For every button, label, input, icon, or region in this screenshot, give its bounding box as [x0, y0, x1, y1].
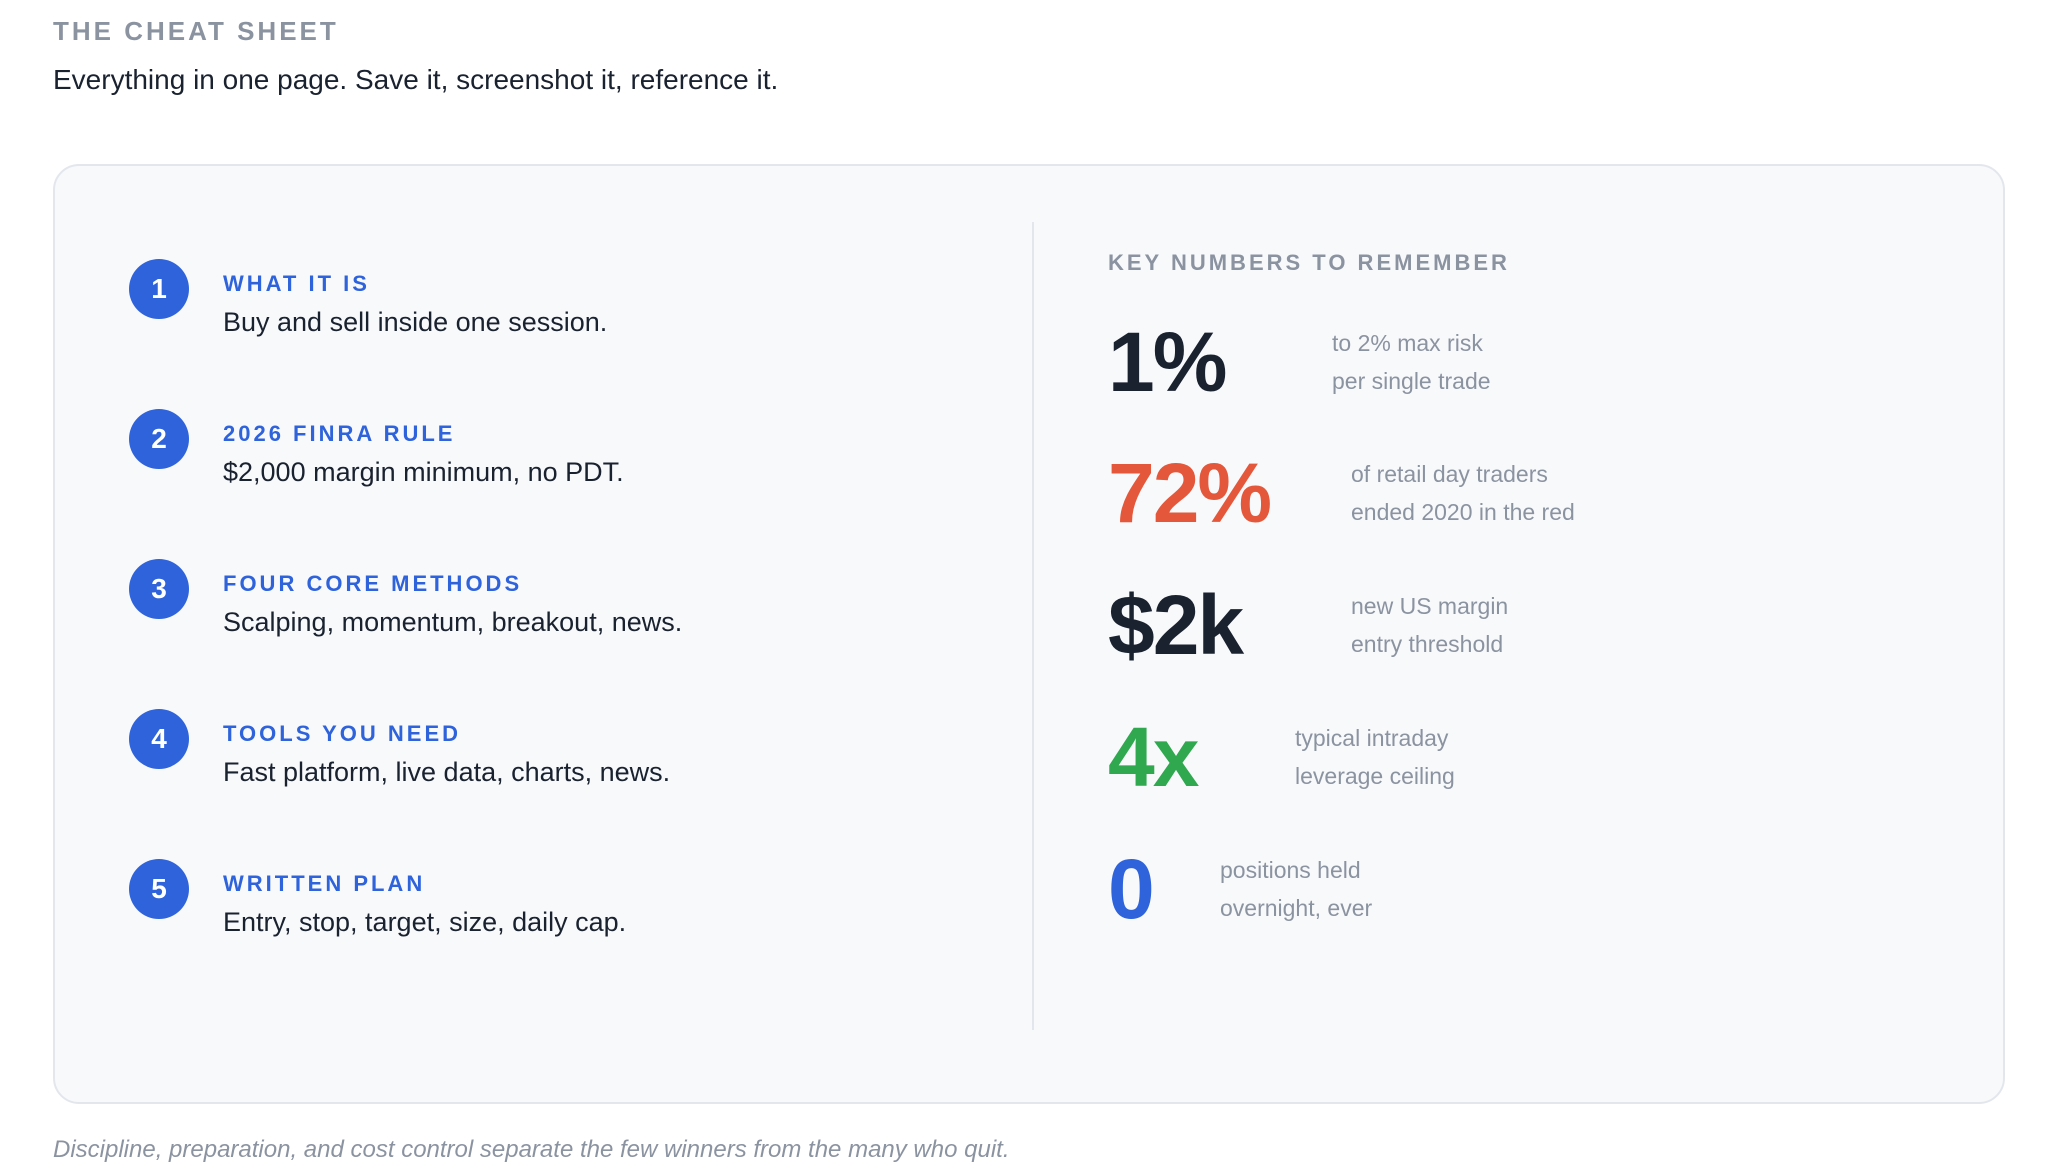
stat-label-line: to 2% max risk [1332, 330, 1483, 356]
stat-label: positions held overnight, ever [1220, 851, 1372, 927]
step-description: Fast platform, live data, charts, news. [223, 757, 671, 787]
step-title: TOOLS YOU NEED [223, 721, 462, 746]
stat-value: $2k [1108, 578, 1244, 672]
stat-label-line: per single trade [1332, 368, 1491, 394]
step-title: 2026 FINRA RULE [223, 421, 456, 446]
step-description: $2,000 margin minimum, no PDT. [223, 457, 624, 487]
key-numbers-heading: KEY NUMBERS TO REMEMBER [1108, 250, 1510, 275]
step-item-4: 4 TOOLS YOU NEED Fast platform, live dat… [129, 709, 989, 799]
step-number-badge: 5 [129, 859, 189, 919]
step-title: WHAT IT IS [223, 271, 370, 296]
stat-label-line: of retail day traders [1351, 461, 1548, 487]
stat-risk: 1% to 2% max risk per single trade [1108, 317, 1491, 407]
stat-label-line: typical intraday [1295, 725, 1449, 751]
stat-label-line: new US margin [1351, 593, 1509, 619]
stat-label: to 2% max risk per single trade [1332, 324, 1491, 400]
step-description: Buy and sell inside one session. [223, 307, 608, 337]
stat-overnight: 0 positions held overnight, ever [1108, 844, 1372, 934]
stat-retail-losers: 72% of retail day traders ended 2020 in … [1108, 448, 1575, 538]
step-title: FOUR CORE METHODS [223, 571, 523, 596]
step-item-3: 3 FOUR CORE METHODS Scalping, momentum, … [129, 559, 989, 649]
step-item-1: 1 WHAT IT IS Buy and sell inside one ses… [129, 259, 989, 349]
step-item-2: 2 2026 FINRA RULE $2,000 margin minimum,… [129, 409, 989, 499]
page-intro: Everything in one page. Save it, screens… [53, 64, 779, 95]
cheat-sheet-card: 1 WHAT IT IS Buy and sell inside one ses… [53, 164, 2005, 1104]
stat-value: 0 [1108, 842, 1155, 936]
step-item-5: 5 WRITTEN PLAN Entry, stop, target, size… [129, 859, 989, 949]
column-divider [1032, 222, 1034, 1030]
footer-note: Discipline, preparation, and cost contro… [53, 1136, 1010, 1163]
step-number-badge: 1 [129, 259, 189, 319]
step-title: WRITTEN PLAN [223, 871, 426, 896]
stat-label: typical intraday leverage ceiling [1295, 719, 1455, 795]
step-number-badge: 2 [129, 409, 189, 469]
page-eyebrow: THE CHEAT SHEET [53, 16, 339, 46]
stat-label: new US margin entry threshold [1351, 587, 1508, 663]
step-number-badge: 4 [129, 709, 189, 769]
step-description: Entry, stop, target, size, daily cap. [223, 907, 627, 937]
stat-label-line: entry threshold [1351, 631, 1504, 657]
stat-label: of retail day traders ended 2020 in the … [1351, 455, 1575, 531]
stat-leverage: 4x typical intraday leverage ceiling [1108, 712, 1455, 802]
stat-label-line: overnight, ever [1220, 895, 1373, 921]
stat-value: 72% [1108, 446, 1272, 540]
stat-value: 1% [1108, 315, 1227, 409]
stat-label-line: ended 2020 in the red [1351, 499, 1575, 525]
stat-value: 4x [1108, 710, 1199, 804]
step-description: Scalping, momentum, breakout, news. [223, 607, 683, 637]
step-number-badge: 3 [129, 559, 189, 619]
stat-label-line: positions held [1220, 857, 1361, 883]
stat-label-line: leverage ceiling [1295, 763, 1455, 789]
stat-margin-threshold: $2k new US margin entry threshold [1108, 580, 1508, 670]
